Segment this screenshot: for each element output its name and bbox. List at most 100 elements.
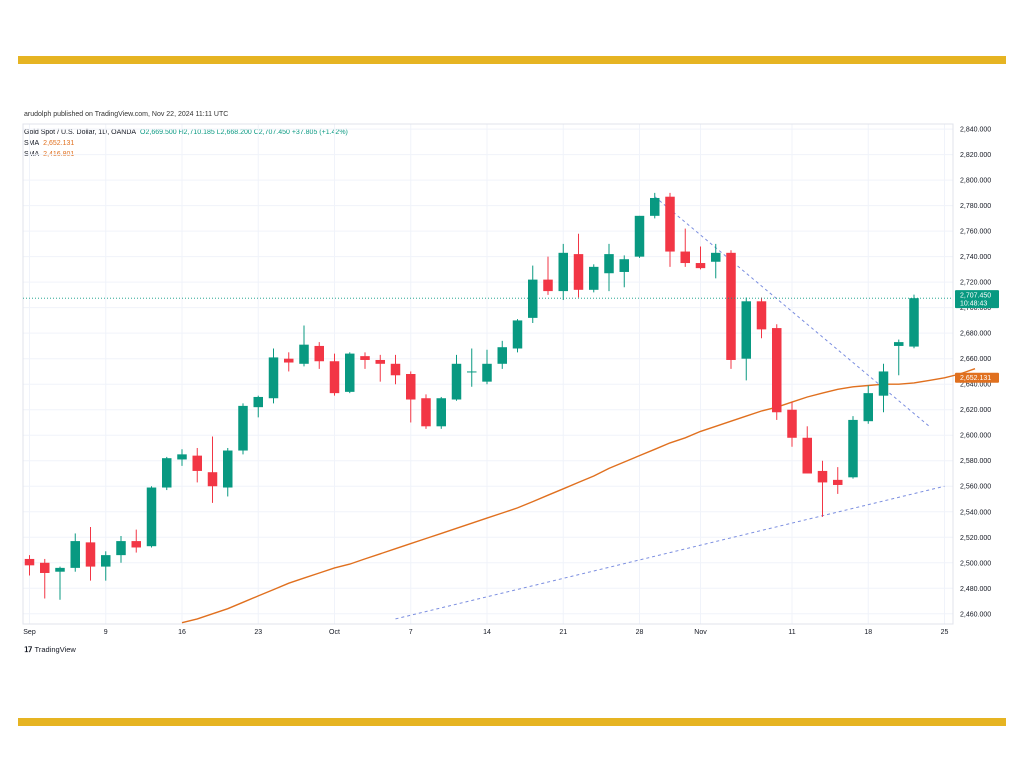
candle[interactable] xyxy=(207,436,218,503)
y-tick-label: 2,680.000 xyxy=(960,331,991,338)
last-price-badge[interactable] xyxy=(955,290,999,309)
candle[interactable] xyxy=(101,551,111,581)
candle[interactable] xyxy=(421,394,431,429)
candle[interactable] xyxy=(451,354,462,401)
tradingview-logo[interactable]: 𝟣𝟩 TradingView xyxy=(24,645,76,654)
candle[interactable] xyxy=(695,246,706,270)
candle[interactable] xyxy=(131,529,142,553)
trendline-lower-support[interactable] xyxy=(395,485,945,620)
sma1-row[interactable]: SMA 2,652.131 xyxy=(24,138,348,149)
candle-body xyxy=(238,405,248,451)
candle[interactable] xyxy=(177,449,187,466)
candle[interactable] xyxy=(680,228,691,267)
candle[interactable] xyxy=(802,426,813,474)
candle-body xyxy=(695,263,706,269)
x-tick-label: Nov xyxy=(694,629,707,636)
y-tick-label: 2,660.000 xyxy=(960,356,991,363)
candle[interactable] xyxy=(741,297,752,381)
candle-body xyxy=(329,361,340,394)
candle[interactable] xyxy=(268,348,279,404)
candle[interactable] xyxy=(589,264,599,293)
candle-body xyxy=(604,254,614,274)
candle[interactable] xyxy=(70,533,81,572)
candle[interactable] xyxy=(772,324,782,420)
candle[interactable] xyxy=(436,396,447,429)
candle-body xyxy=(467,371,477,373)
candle[interactable] xyxy=(345,352,355,394)
candle[interactable] xyxy=(756,297,767,339)
candle[interactable] xyxy=(253,395,264,418)
candle-body xyxy=(192,455,202,471)
candle[interactable] xyxy=(619,255,630,288)
x-tick-label: Oct xyxy=(329,629,340,636)
candle-body xyxy=(863,393,873,422)
candle[interactable] xyxy=(512,319,523,353)
candle[interactable] xyxy=(787,402,797,447)
candle[interactable] xyxy=(299,325,309,367)
candle[interactable] xyxy=(329,353,340,396)
candle[interactable] xyxy=(863,385,874,424)
candle[interactable] xyxy=(467,348,477,387)
candle[interactable] xyxy=(85,527,96,581)
candle[interactable] xyxy=(711,243,721,279)
candle-body xyxy=(726,252,736,360)
x-tick-label: 28 xyxy=(636,629,644,636)
candle[interactable] xyxy=(55,566,65,600)
candle[interactable] xyxy=(894,339,904,376)
candle[interactable] xyxy=(146,486,157,548)
candle[interactable] xyxy=(878,363,889,413)
candle[interactable] xyxy=(726,250,736,369)
candle[interactable] xyxy=(406,371,416,423)
candle[interactable] xyxy=(192,447,203,483)
candle-body xyxy=(421,398,431,427)
candle[interactable] xyxy=(543,256,553,295)
symbol-title[interactable]: Gold Spot / U.S. Dollar, 1D, OANDA xyxy=(24,129,137,136)
candle[interactable] xyxy=(162,456,172,491)
x-tick-label: 11 xyxy=(788,629,795,636)
candle[interactable] xyxy=(634,215,645,258)
candle[interactable] xyxy=(482,349,492,385)
candle[interactable] xyxy=(390,354,401,385)
y-tick-label: 2,640.000 xyxy=(960,382,991,389)
candle[interactable] xyxy=(40,558,50,599)
candle[interactable] xyxy=(817,460,828,517)
candle-body xyxy=(451,363,462,400)
top-accent-band xyxy=(18,56,1006,64)
y-tick-label: 2,840.000 xyxy=(960,127,991,134)
y-tick-label: 2,620.000 xyxy=(960,407,991,414)
candle-body xyxy=(253,396,263,408)
candle[interactable] xyxy=(909,294,919,349)
candle[interactable] xyxy=(665,192,675,267)
candle-body xyxy=(223,450,233,488)
candle[interactable] xyxy=(284,352,294,372)
candle[interactable] xyxy=(833,467,843,494)
sma-line[interactable] xyxy=(181,368,976,624)
candle[interactable] xyxy=(497,340,508,369)
candle[interactable] xyxy=(238,403,248,455)
candle[interactable] xyxy=(528,265,538,323)
y-axis: 2,460.000 2,480.000 2,500.000 2,520.000 2,54… xyxy=(960,127,991,619)
candle[interactable] xyxy=(375,354,386,382)
candle[interactable] xyxy=(223,447,233,497)
candle[interactable] xyxy=(650,192,660,219)
candle-body xyxy=(894,342,904,346)
candle[interactable] xyxy=(360,352,370,369)
candle[interactable] xyxy=(573,233,584,298)
sma-value-badge[interactable] xyxy=(955,372,999,383)
candle-body xyxy=(650,197,660,216)
candle[interactable] xyxy=(24,555,35,576)
candle[interactable] xyxy=(848,416,858,479)
x-tick-label: 9 xyxy=(104,629,108,636)
candle[interactable] xyxy=(116,535,126,563)
bottom-accent-band xyxy=(18,718,1006,726)
candle[interactable] xyxy=(604,243,614,292)
candle-body xyxy=(512,320,523,349)
candle[interactable] xyxy=(314,342,325,369)
candle[interactable] xyxy=(558,243,569,301)
x-tick-label: 14 xyxy=(483,629,491,636)
x-axis: Sep 9 16 23 Oct 7 14 21 28 Nov 11 18 25 xyxy=(23,629,948,636)
candle-body xyxy=(787,409,797,438)
candle-body xyxy=(268,357,279,399)
